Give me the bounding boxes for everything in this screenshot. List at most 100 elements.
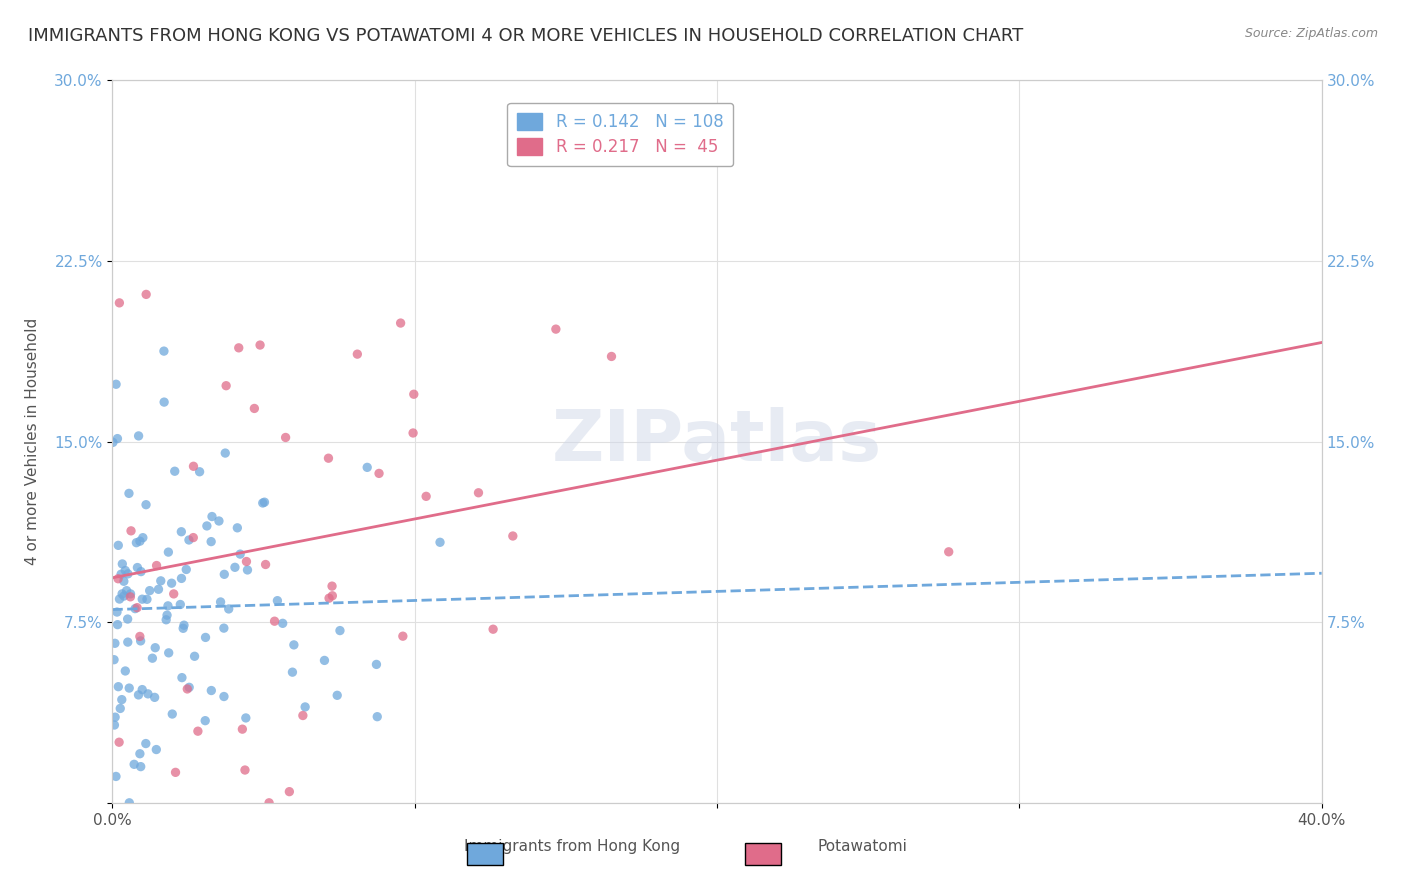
Y-axis label: 4 or more Vehicles in Household: 4 or more Vehicles in Household [25,318,41,566]
Point [131,682,153,697]
Point [283,638,305,652]
Point [156,608,179,623]
Point [129,759,152,773]
Point [153,395,176,409]
Text: Potawatomi: Potawatomi [817,838,907,854]
Point [129,633,152,648]
Point [209,595,232,609]
Point [120,524,142,538]
Point [278,785,301,799]
Point [138,583,160,598]
Point [263,614,285,628]
Point [195,519,218,533]
Point [111,692,134,706]
Point [212,690,235,704]
Point [172,621,194,635]
Point [115,583,138,598]
Point [402,425,425,440]
Point [107,680,129,694]
Point [429,535,451,549]
Point [346,347,368,361]
Point [243,401,266,416]
Point [131,592,153,607]
Point [103,718,125,732]
Point [120,587,142,601]
Point [135,737,157,751]
Point [214,567,236,582]
Point [170,524,193,539]
Point [163,464,186,478]
Point [174,562,197,576]
Point [155,613,177,627]
Point [117,635,139,649]
Point [108,735,131,749]
Point [392,629,415,643]
Point [318,591,340,606]
Point [107,432,129,446]
Point [143,690,166,705]
Point [110,567,132,582]
Point [165,765,187,780]
Point [127,600,149,615]
Point [104,769,127,783]
Point [162,706,184,721]
Point [389,316,412,330]
Point [366,657,388,672]
Point [201,509,224,524]
Point [482,622,505,636]
Point [128,429,150,443]
Point [173,618,195,632]
Point [111,557,134,571]
Point [233,763,256,777]
Point [112,574,135,589]
Point [160,576,183,591]
Point [188,465,211,479]
Point [107,572,129,586]
Point [228,341,250,355]
Point [266,593,288,607]
Point [544,322,567,336]
Point [179,681,201,695]
Point [114,664,136,678]
Point [321,589,343,603]
Text: IMMIGRANTS FROM HONG KONG VS POTAWATOMI 4 OR MORE VEHICLES IN HOUSEHOLD CORRELAT: IMMIGRANTS FROM HONG KONG VS POTAWATOMI … [28,27,1024,45]
Point [215,378,238,392]
Point [136,687,159,701]
Point [104,710,127,724]
Point [117,612,139,626]
Point [104,636,127,650]
Point [114,564,136,578]
Point [145,558,167,573]
Text: ZIPatlas: ZIPatlas [553,407,882,476]
Text: Immigrants from Hong Kong: Immigrants from Hong Kong [464,838,681,854]
Point [318,451,340,466]
Point [177,533,200,547]
Point [183,649,205,664]
Point [107,538,129,552]
Point [181,531,204,545]
Point [212,621,235,635]
Point [107,617,129,632]
Point [170,671,193,685]
Point [218,602,240,616]
Point [141,651,163,665]
Point [132,531,155,545]
Point [148,582,170,597]
Point [111,587,134,601]
Point [129,565,152,579]
Point [235,554,257,568]
Point [145,742,167,756]
Point [281,665,304,680]
Point [368,467,391,481]
Point [122,757,145,772]
Point [294,700,316,714]
Point [257,796,280,810]
Point [356,460,378,475]
Point [194,714,217,728]
Point [125,535,148,549]
Point [156,599,179,613]
Point [254,558,277,572]
Point [135,287,157,301]
Point [135,498,157,512]
Point [176,681,198,696]
